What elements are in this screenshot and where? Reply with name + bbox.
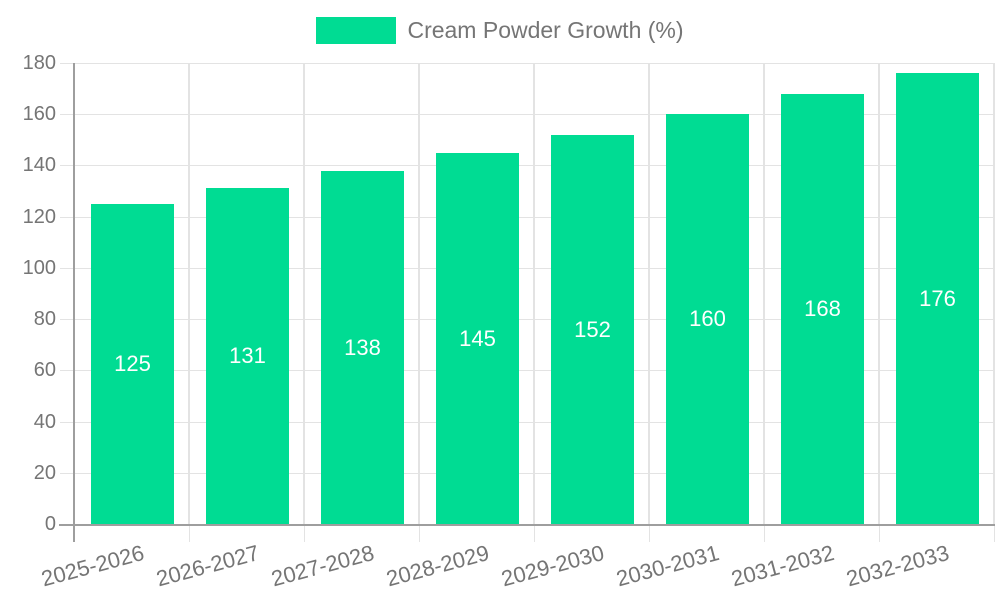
- legend-swatch-icon: [316, 17, 397, 44]
- x-tick-label: 2028-2029: [383, 540, 492, 592]
- bar[interactable]: 138: [321, 171, 404, 524]
- x-tick-label: 2030-2031: [613, 540, 722, 592]
- x-tick-label: 2029-2030: [498, 540, 607, 592]
- plot-area: 125 131 138 145 152 160 168 176: [75, 63, 995, 524]
- x-tick-label: 2027-2028: [268, 540, 377, 592]
- y-tick-mark: [60, 473, 74, 474]
- x-gridline: [763, 63, 765, 524]
- y-gridline: [75, 370, 995, 371]
- bar[interactable]: 145: [436, 153, 519, 524]
- bar-value-label: 131: [229, 343, 266, 368]
- y-tick-mark: [60, 319, 74, 320]
- x-tick-label: 2031-2032: [728, 540, 837, 592]
- bar[interactable]: 152: [551, 135, 634, 524]
- x-tick-label: 2026-2027: [153, 540, 262, 592]
- x-gridline: [418, 63, 420, 524]
- y-gridline: [75, 165, 995, 166]
- bar[interactable]: 131: [206, 188, 289, 524]
- bar-value-label: 152: [574, 316, 611, 342]
- x-tick-mark: [994, 526, 995, 542]
- y-gridline: [75, 473, 995, 474]
- bar-value-label: 160: [689, 306, 726, 331]
- y-tick-label: 60: [33, 359, 56, 381]
- bar-value-label: 168: [804, 296, 841, 321]
- legend-label: Cream Powder Growth (%): [407, 17, 684, 43]
- y-gridline: [75, 422, 995, 423]
- x-tick-mark: [189, 526, 190, 542]
- y-tick-mark: [60, 165, 74, 166]
- y-gridline: [75, 217, 995, 218]
- y-tick-label: 0: [44, 513, 56, 535]
- bar[interactable]: 168: [781, 94, 864, 524]
- y-tick-label: 140: [22, 154, 56, 176]
- y-gridline: [75, 114, 995, 115]
- bar[interactable]: 160: [666, 114, 749, 524]
- bar-value-label: 138: [344, 334, 381, 360]
- x-tick-mark: [764, 526, 765, 542]
- bar-value-label: 176: [919, 285, 956, 311]
- y-gridline: [75, 268, 995, 269]
- x-tick-mark: [879, 526, 880, 542]
- bar-value-label: 125: [114, 351, 151, 376]
- y-gridline: [75, 63, 995, 64]
- x-tick-label: 2025-2026: [38, 540, 147, 592]
- x-gridline: [993, 63, 995, 524]
- bar-value-label: 145: [459, 325, 496, 351]
- x-tick-mark: [534, 526, 535, 542]
- y-tick-label: 180: [22, 52, 56, 74]
- x-tick-label: 2032-2033: [843, 540, 952, 592]
- y-tick-mark: [60, 422, 74, 423]
- x-tick-mark: [419, 526, 420, 542]
- x-gridline: [648, 63, 650, 524]
- x-tick-mark: [649, 526, 650, 542]
- y-tick-label: 80: [33, 308, 56, 330]
- legend-item[interactable]: Cream Powder Growth (%): [316, 17, 684, 44]
- x-gridline: [188, 63, 190, 524]
- x-gridline: [303, 63, 305, 524]
- y-gridline: [75, 319, 995, 320]
- y-tick-label: 100: [22, 257, 56, 279]
- y-tick-label: 160: [22, 103, 56, 125]
- y-axis-line: [73, 63, 75, 542]
- x-gridline: [878, 63, 880, 524]
- bar[interactable]: 125: [91, 204, 174, 524]
- y-tick-mark: [60, 217, 74, 218]
- x-gridline: [533, 63, 535, 524]
- y-tick-mark: [60, 114, 74, 115]
- x-tick-mark: [304, 526, 305, 542]
- y-tick-label: 120: [22, 206, 56, 228]
- x-axis-line: [59, 524, 995, 526]
- chart-legend: Cream Powder Growth (%): [0, 17, 1000, 44]
- y-tick-mark: [60, 268, 74, 269]
- y-tick-mark: [60, 63, 74, 64]
- y-tick-mark: [60, 370, 74, 371]
- y-tick-label: 40: [33, 411, 56, 433]
- bar[interactable]: 176: [896, 73, 979, 524]
- y-tick-label: 20: [33, 462, 56, 484]
